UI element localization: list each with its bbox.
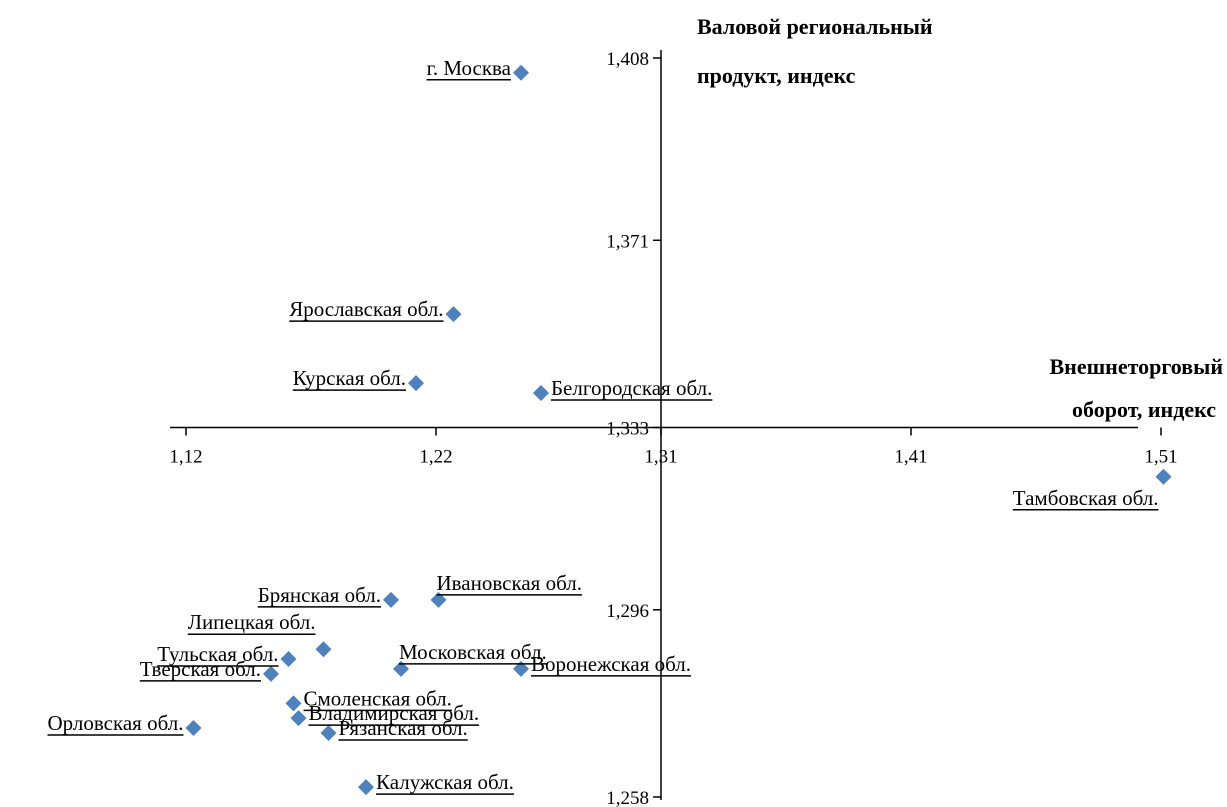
data-point-marker: [320, 724, 337, 741]
x-tick-label: 1,51: [1144, 447, 1177, 468]
data-point-marker: [280, 651, 297, 668]
y-axis-ticks: 1,258 1,296 1,333 1,371 1,408: [606, 49, 661, 807]
y-tick-label: 1,408: [606, 49, 649, 70]
data-point-label: Ивановская обл.: [437, 571, 582, 595]
data-point-label: Смоленская обл.: [304, 686, 452, 710]
data-point-label: Белгородская обл.: [551, 376, 712, 400]
x-tick-label: 1,22: [419, 447, 452, 468]
y-tick-label: 1,371: [606, 231, 649, 252]
data-point-marker: [430, 591, 447, 608]
data-point-marker: [393, 660, 409, 677]
data-point-label: Орловская обл.: [48, 711, 184, 735]
y-tick-label: 1,333: [606, 419, 649, 440]
data-point-marker: [263, 665, 279, 682]
data-point-marker: [185, 720, 202, 737]
data-point-label: Московская обл.: [399, 640, 547, 664]
x-tick-label: 1,31: [644, 447, 677, 468]
data-point-label: Рязанская обл.: [339, 716, 468, 740]
data-point-marker: [1155, 468, 1172, 485]
data-point-marker: [408, 375, 424, 392]
y-tick-label: 1,296: [606, 601, 649, 622]
data-point-label: Тверская обл.: [140, 657, 261, 681]
data-point-label: Липецкая обл.: [188, 610, 316, 634]
data-point-label: Воронежская обл.: [531, 652, 691, 676]
x-axis-ticks: 1,12 1,22 1,31 1,41 1,51: [169, 427, 1178, 468]
data-point-marker: [513, 64, 529, 81]
data-point-marker: [533, 385, 549, 402]
data-point-marker: [315, 641, 332, 658]
x-tick-label: 1,12: [169, 447, 202, 468]
data-point-marker: [445, 306, 462, 323]
x-tick-label: 1,41: [894, 447, 927, 468]
data-point-marker: [290, 710, 307, 727]
data-point-label: Тамбовская обл.: [1013, 486, 1159, 510]
data-point-label: Брянская обл.: [258, 583, 381, 607]
data-point-marker: [513, 660, 529, 677]
x-axis-title-line-2: оборот, индекс: [1072, 397, 1216, 422]
data-point-label: Владимирская обл.: [309, 701, 480, 725]
data-point-marker: [383, 591, 399, 608]
data-point-label: Курская обл.: [293, 366, 406, 390]
data-points: [185, 64, 1172, 796]
data-point-marker: [285, 695, 302, 712]
data-point-label: Калужская обл.: [376, 770, 514, 794]
data-point-label: г. Москва: [427, 56, 512, 80]
y-tick-label: 1,258: [606, 788, 649, 807]
y-axis-title-line-1: Валовой региональный: [697, 14, 933, 39]
x-axis-title-line-1: Внешнеторговый: [1049, 354, 1223, 379]
y-axis-title-line-2: продукт, индекс: [697, 63, 856, 88]
data-point-marker: [358, 779, 374, 796]
data-point-label: Тульская обл.: [157, 642, 278, 666]
data-point-labels: г. Москва Ярославская обл. Курская обл. Бел…: [47, 56, 1159, 795]
data-point-label: Ярославская обл.: [289, 297, 443, 321]
